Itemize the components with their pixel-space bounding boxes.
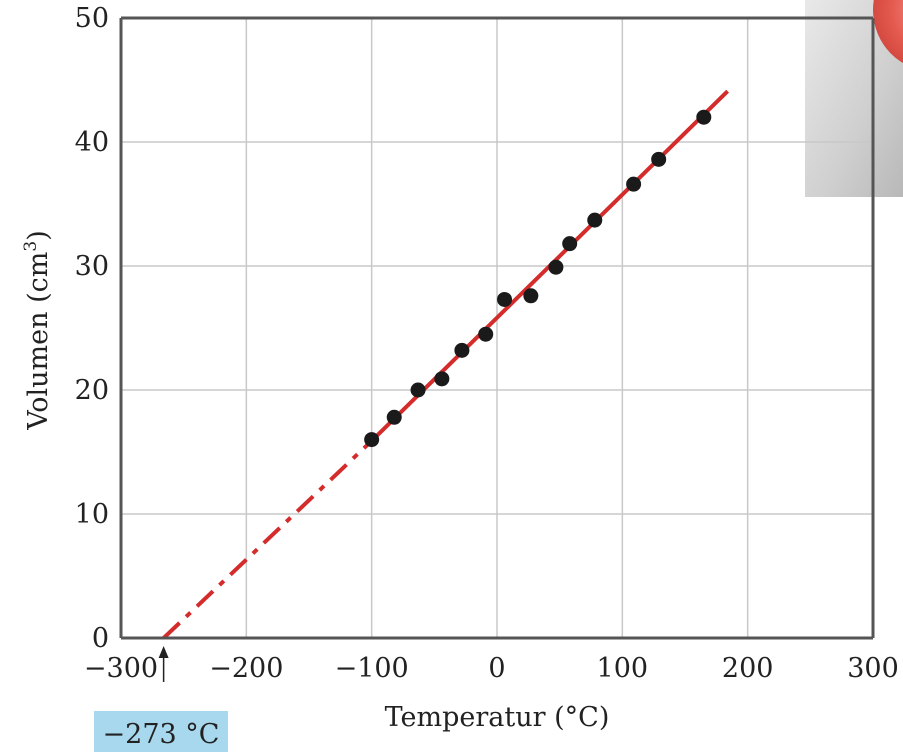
data-point (626, 176, 642, 192)
x-tick-label: 100 (597, 653, 649, 684)
x-axis-title: Temperatur (°C) (385, 702, 610, 733)
data-point (696, 109, 712, 125)
x-tick-label: −100 (335, 653, 409, 684)
y-tick-label: 10 (75, 499, 109, 530)
data-point (651, 151, 667, 167)
annotation-highlight (94, 711, 228, 752)
photo-inset (805, 0, 903, 197)
data-points (364, 109, 712, 448)
y-axis-label: Volumen (cm3) (21, 230, 54, 431)
x-tick-label: −300 (84, 653, 158, 684)
fit-line (162, 89, 730, 640)
annotation-arrow-head (158, 646, 169, 658)
photo-balloon (873, 0, 903, 64)
x-tick-label: 300 (847, 653, 899, 684)
y-tick-label: 50 (75, 3, 109, 34)
data-point (454, 342, 470, 358)
data-point (548, 259, 564, 275)
data-point (410, 382, 426, 398)
data-point (386, 409, 402, 425)
x-axis-label: Temperatur (°C) (385, 702, 610, 733)
axes (119, 16, 875, 640)
data-point (434, 371, 450, 387)
x-tick-label: −200 (209, 653, 283, 684)
y-tick-label: 0 (92, 623, 109, 654)
data-point (478, 326, 494, 342)
data-point (587, 212, 603, 228)
data-point (562, 236, 578, 252)
y-tick-label: 30 (75, 251, 109, 282)
annotation-label: −273 °C (103, 719, 220, 750)
x-tick-label: 200 (722, 653, 774, 684)
y-tick-label: 40 (75, 127, 109, 158)
extrapolated-line (162, 439, 374, 640)
data-point (364, 432, 380, 448)
data-point (523, 288, 539, 304)
tick-labels: −300 −200 −100 0 100 200 300 0 10 20 30 40 50 (75, 3, 899, 684)
x-tick-label: 0 (488, 653, 505, 684)
absolute-zero-annotation: −273 °C (94, 646, 228, 752)
y-tick-label: 20 (75, 375, 109, 406)
grid (121, 18, 873, 638)
y-axis-title: Volumen (cm3) (21, 230, 54, 431)
data-point (497, 291, 513, 307)
